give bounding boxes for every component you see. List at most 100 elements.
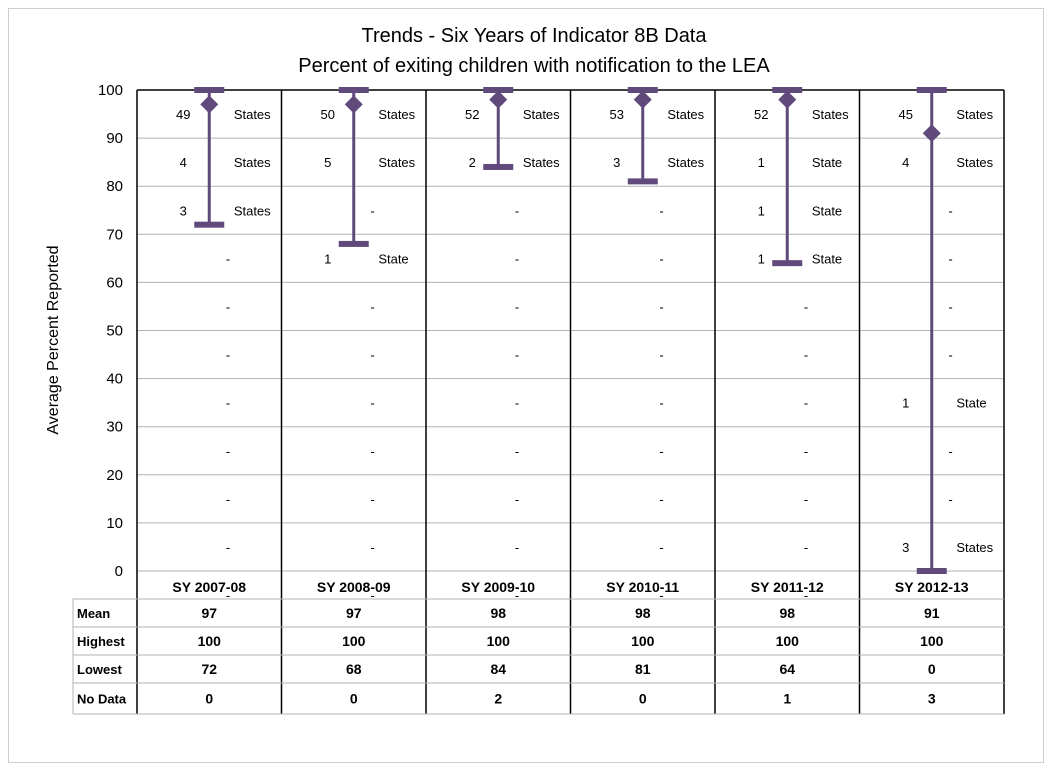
band-count-dash: -	[948, 251, 952, 266]
band-count-dash: -	[226, 540, 230, 555]
band-count-number: 3	[613, 155, 620, 170]
band-count-dash: -	[226, 492, 230, 507]
table-cell: 100	[920, 633, 944, 649]
band-count-dash: -	[226, 299, 230, 314]
band-count-dash: -	[659, 203, 663, 218]
band-count-unit: States	[956, 107, 993, 122]
band-count-dash: -	[370, 396, 374, 411]
y-tick-label: 50	[106, 323, 123, 340]
band-count-dash: -	[804, 348, 808, 363]
highest-marker	[916, 87, 947, 93]
band-count-unit: States	[378, 107, 415, 122]
band-count-dash: -	[370, 492, 374, 507]
category-label: SY 2011-12	[751, 579, 824, 595]
band-count-number: 1	[902, 396, 909, 411]
band-count-dash: -	[804, 299, 808, 314]
mean-marker	[489, 90, 508, 109]
table-cell: 97	[346, 605, 362, 621]
category-label: SY 2012-13	[895, 579, 969, 595]
table-cell: 97	[201, 605, 217, 621]
table-cell: 98	[635, 605, 651, 621]
mean-marker	[200, 95, 219, 114]
table-cell: 64	[779, 661, 795, 677]
band-count-dash: -	[515, 396, 519, 411]
band-count-dash: -	[804, 396, 808, 411]
mean-marker	[344, 95, 363, 114]
chart-title: Trends - Six Years of Indicator 8B Data	[362, 25, 708, 47]
band-count-number: 3	[180, 203, 187, 218]
table-cell: 0	[928, 661, 936, 677]
band-count-unit: States	[234, 107, 271, 122]
band-count-dash: -	[659, 492, 663, 507]
table-cell: 98	[490, 605, 506, 621]
table-cell: 68	[346, 661, 362, 677]
table-cell: 2	[494, 691, 502, 707]
y-tick-label: 90	[106, 130, 123, 147]
mean-marker	[778, 90, 797, 109]
table-row-label: Highest	[77, 634, 125, 649]
band-count-unit: State	[378, 251, 408, 266]
band-count-dash: -	[948, 444, 952, 459]
band-count-number: 53	[610, 107, 624, 122]
band-count-unit: States	[812, 107, 849, 122]
band-count-dash: -	[515, 203, 519, 218]
table-cell: 84	[490, 661, 506, 677]
band-count-number: 1	[758, 251, 765, 266]
y-tick-label: 30	[106, 419, 123, 436]
band-count-number: 3	[902, 540, 909, 555]
y-tick-label: 10	[106, 515, 123, 532]
band-count-dash: -	[226, 251, 230, 266]
band-count-dash: -	[370, 540, 374, 555]
table-cell: 0	[350, 691, 358, 707]
table-row-label: Lowest	[77, 662, 122, 677]
band-count-unit: States	[523, 107, 560, 122]
band-count-dash: -	[515, 492, 519, 507]
band-count-dash: -	[515, 348, 519, 363]
band-count-number: 52	[465, 107, 479, 122]
lowest-marker	[338, 240, 369, 247]
band-count-number: 52	[754, 107, 768, 122]
highest-marker	[338, 87, 369, 93]
band-count-dash: -	[659, 588, 663, 603]
band-count-dash: -	[370, 299, 374, 314]
band-count-dash: -	[659, 348, 663, 363]
band-count-unit: States	[667, 107, 704, 122]
y-tick-label: 0	[115, 563, 123, 580]
band-count-unit: State	[812, 251, 842, 266]
band-count-dash: -	[804, 588, 808, 603]
y-tick-label: 20	[106, 467, 123, 484]
band-count-dash: -	[226, 348, 230, 363]
band-count-dash: -	[370, 444, 374, 459]
band-count-unit: States	[523, 155, 560, 170]
band-count-dash: -	[659, 396, 663, 411]
highest-marker	[483, 87, 514, 93]
band-count-unit: States	[956, 155, 993, 170]
table-row-label: No Data	[77, 692, 127, 707]
lowest-marker	[916, 568, 947, 574]
table-cell: 72	[201, 661, 217, 677]
band-count-unit: State	[956, 396, 986, 411]
band-count-unit: States	[234, 203, 271, 218]
band-count-dash: -	[948, 348, 952, 363]
band-count-number: 4	[180, 155, 187, 170]
table-cell: 81	[635, 661, 651, 677]
band-count-dash: -	[226, 396, 230, 411]
band-count-dash: -	[659, 251, 663, 266]
table-cell: 98	[779, 605, 795, 621]
table-cell: 0	[639, 691, 647, 707]
lowest-marker	[772, 260, 803, 267]
y-tick-label: 60	[106, 274, 123, 291]
category-label: SY 2008-09	[317, 579, 391, 595]
band-count-dash: -	[804, 444, 808, 459]
band-count-unit: States	[956, 540, 993, 555]
highest-marker	[772, 87, 803, 93]
table-row-label: Mean	[77, 606, 110, 621]
band-count-dash: -	[948, 299, 952, 314]
table-cell: 3	[928, 691, 936, 707]
band-count-dash: -	[659, 299, 663, 314]
highest-marker	[627, 87, 658, 93]
band-count-dash: -	[948, 492, 952, 507]
band-count-dash: -	[370, 348, 374, 363]
category-label: SY 2009-10	[461, 579, 535, 595]
